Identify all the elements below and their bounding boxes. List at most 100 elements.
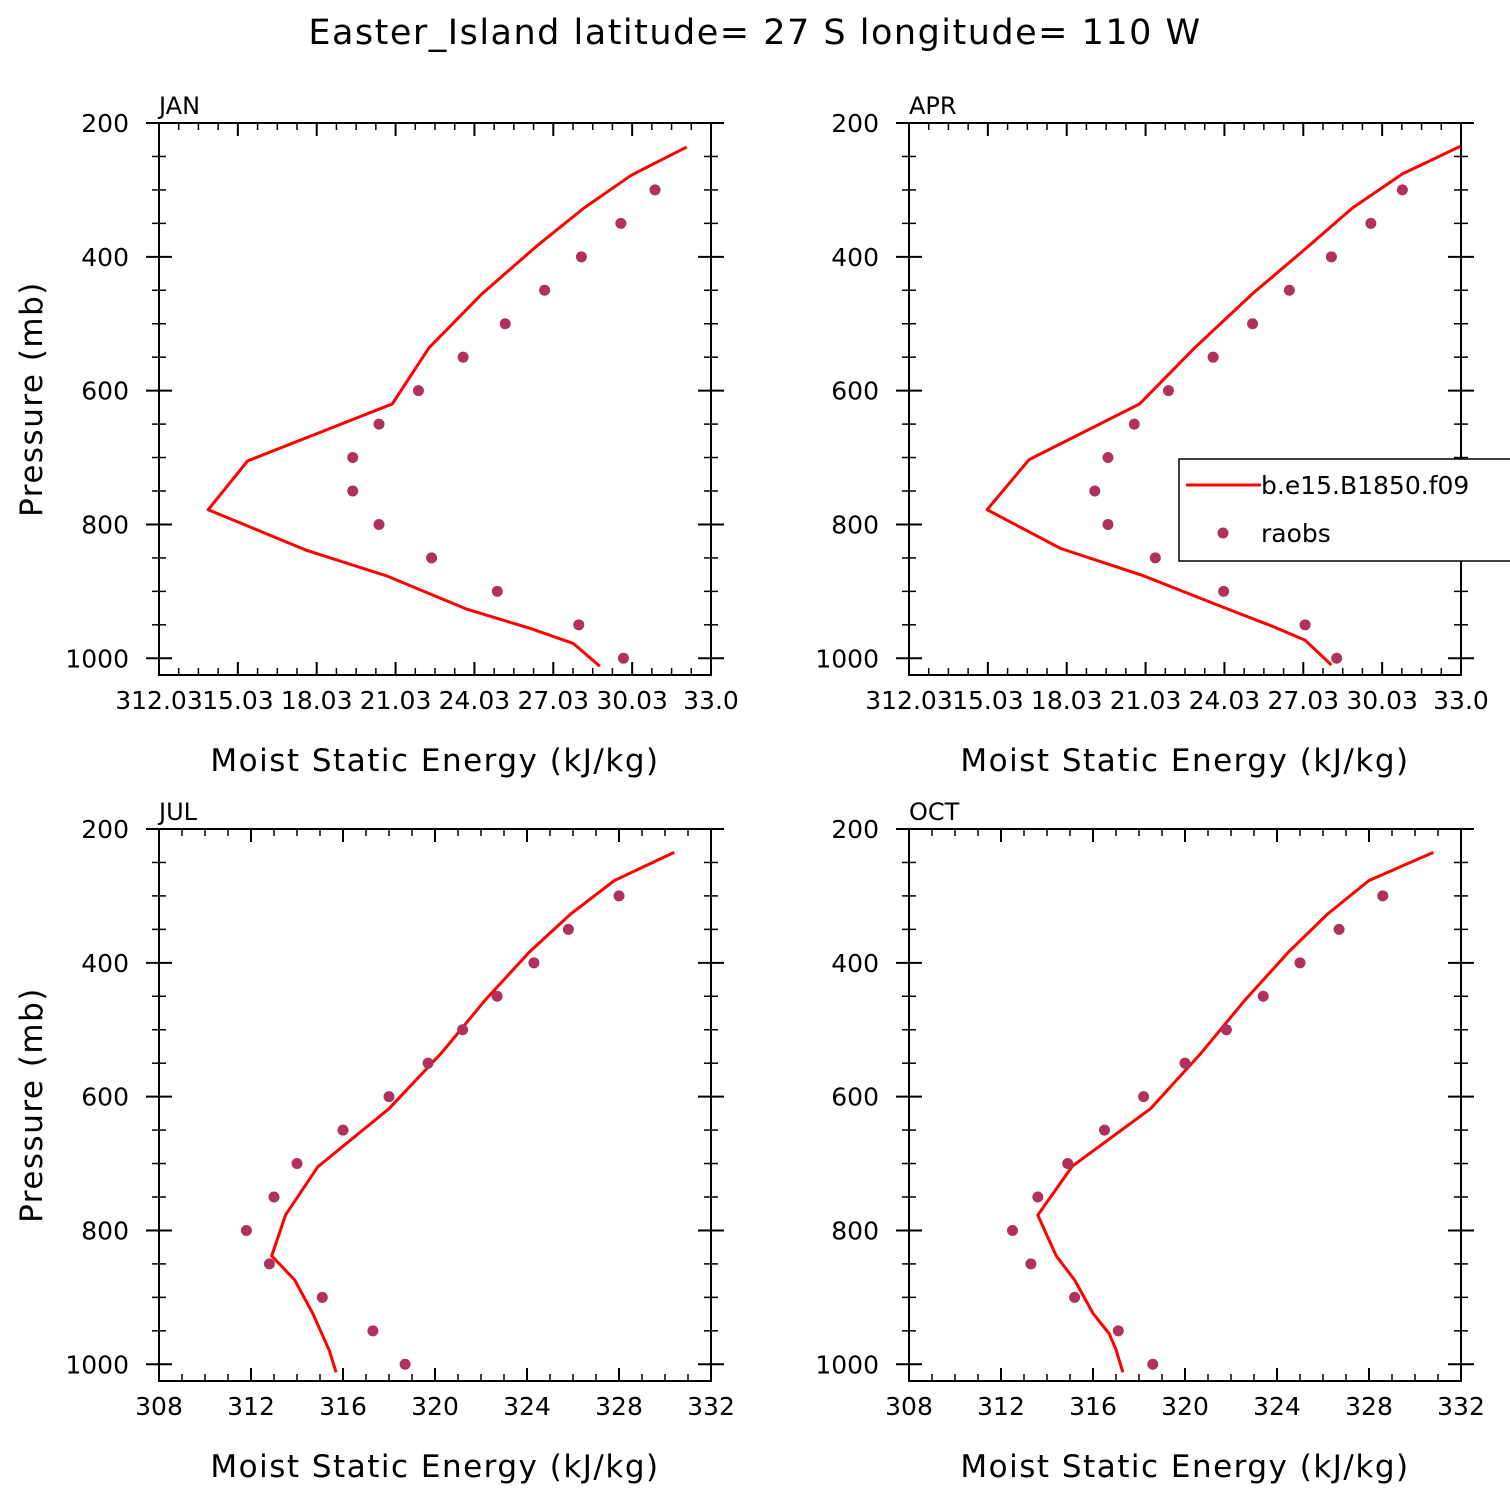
panel-jan: JAN 312.03 15.03 18.03 21.03 24.03 27.03 30.03 3…	[14, 92, 739, 779]
y-tick-label: 400	[831, 949, 879, 978]
x-tick-label: 332	[687, 1392, 735, 1421]
legend-box	[1178, 458, 1510, 562]
raobs-marker	[1025, 1258, 1037, 1270]
raobs-marker	[1128, 418, 1140, 430]
raobs-marker	[1247, 318, 1259, 330]
plot-frame	[158, 828, 712, 1382]
panel-label: JUL	[157, 798, 198, 826]
x-tick-label: 332	[1437, 1392, 1485, 1421]
raobs-marker	[1099, 1124, 1110, 1136]
figure-title: Easter_Island latitude= 27 S longitude= …	[308, 13, 1201, 53]
raobs-marker	[1147, 1358, 1159, 1370]
legend-entry-raobs: raobs	[1261, 519, 1331, 548]
y-axis-label: Pressure (mb)	[14, 281, 50, 517]
raobs-marker	[373, 518, 385, 530]
model-series-line	[1036, 851, 1434, 1373]
raobs-marker	[1377, 890, 1389, 902]
panel-oct: OCT 308 312 316 320 324 328 332 200 400 600 800 1000…	[815, 798, 1484, 1485]
raobs-marker	[399, 1358, 411, 1370]
raobs-marker	[499, 318, 511, 330]
panel-label: APR	[909, 92, 957, 120]
panel-apr: APR 312.03 15.03 18.03 21.03 24.03 27.03 30.03 3…	[815, 92, 1510, 779]
raobs-marker	[528, 957, 540, 969]
y-tick-label: 200	[831, 815, 879, 844]
legend-marker-swatch	[1217, 527, 1229, 539]
x-tick-label: 320	[411, 1392, 459, 1421]
y-tick-label: 800	[81, 1216, 129, 1245]
x-tick-label: 308	[885, 1392, 933, 1421]
raobs-marker	[1331, 652, 1343, 664]
x-tick-label: 312	[977, 1392, 1025, 1421]
raobs-marker	[1062, 1158, 1074, 1170]
x-tick-label: 312	[227, 1392, 275, 1421]
raobs-marker	[1032, 1191, 1044, 1203]
raobs-marker	[263, 1258, 275, 1270]
x-tick-label: 328	[1345, 1392, 1393, 1421]
raobs-marker	[562, 923, 574, 935]
x-axis-label: Moist Static Energy (kJ/kg)	[960, 1449, 1409, 1485]
raobs-marker	[573, 619, 585, 631]
x-tick-label: 312.03	[115, 686, 202, 715]
x-axis-label: Moist Static Energy (kJ/kg)	[210, 743, 659, 779]
x-tick-label: 308	[135, 1392, 183, 1421]
x-tick-label: 33.0	[1433, 686, 1489, 715]
x-tick-label: 328	[595, 1392, 643, 1421]
x-tick-label: 18.03	[1031, 686, 1103, 715]
raobs-marker	[1325, 251, 1337, 263]
y-tick-label: 1000	[815, 1350, 879, 1379]
raobs-marker	[1089, 485, 1101, 497]
raobs-marker	[1283, 284, 1295, 296]
raobs-marker	[1179, 1057, 1191, 1069]
x-tick-label: 324	[1253, 1392, 1301, 1421]
x-tick-label: 30.03	[596, 686, 668, 715]
raobs-marker	[615, 217, 627, 229]
raobs-marker	[457, 1024, 469, 1036]
x-tick-label: 15.03	[952, 686, 1024, 715]
x-tick-label: 30.03	[1346, 686, 1418, 715]
y-tick-label: 600	[81, 1083, 129, 1112]
x-tick-label: 27.03	[517, 686, 589, 715]
x-tick-label: 316	[319, 1392, 367, 1421]
raobs-marker	[1102, 518, 1114, 530]
y-tick-label: 1000	[65, 644, 129, 673]
y-tick-label: 600	[831, 1083, 879, 1112]
x-axis-label: Moist Static Energy (kJ/kg)	[960, 743, 1409, 779]
raobs-marker	[1007, 1224, 1018, 1236]
y-tick-label: 800	[831, 510, 879, 539]
raobs-marker	[1149, 552, 1161, 564]
panel-label: OCT	[909, 798, 960, 826]
y-tick-label: 600	[831, 377, 879, 406]
raobs-marker	[1069, 1291, 1081, 1303]
y-tick-label: 400	[831, 243, 879, 272]
x-tick-label: 21.03	[1110, 686, 1182, 715]
y-tick-label: 400	[81, 949, 129, 978]
raobs-marker	[613, 890, 625, 902]
raobs-marker	[316, 1291, 328, 1303]
raobs-marker	[491, 990, 503, 1002]
y-tick-label: 200	[81, 109, 129, 138]
y-tick-label: 200	[831, 109, 879, 138]
raobs-marker	[1102, 452, 1114, 464]
y-tick-label: 1000	[815, 644, 879, 673]
model-series-line	[206, 145, 688, 668]
raobs-marker	[539, 284, 551, 296]
raobs-marker	[1396, 184, 1408, 196]
y-tick-label: 800	[81, 510, 129, 539]
raobs-marker	[373, 418, 385, 430]
legend: b.e15.B1850.f09 raobs	[1178, 458, 1510, 562]
x-tick-label: 18.03	[281, 686, 353, 715]
y-tick-label: 200	[81, 815, 129, 844]
x-tick-label: 320	[1161, 1392, 1209, 1421]
plot-frame	[908, 828, 1462, 1382]
legend-entry-model: b.e15.B1850.f09	[1261, 471, 1469, 500]
raobs-marker	[575, 251, 587, 263]
y-tick-label: 400	[81, 243, 129, 272]
raobs-marker	[1207, 351, 1219, 363]
raobs-marker	[491, 585, 503, 597]
raobs-marker	[1365, 217, 1377, 229]
model-series-line	[270, 851, 675, 1373]
raobs-marker	[367, 1325, 379, 1337]
raobs-marker	[457, 351, 469, 363]
